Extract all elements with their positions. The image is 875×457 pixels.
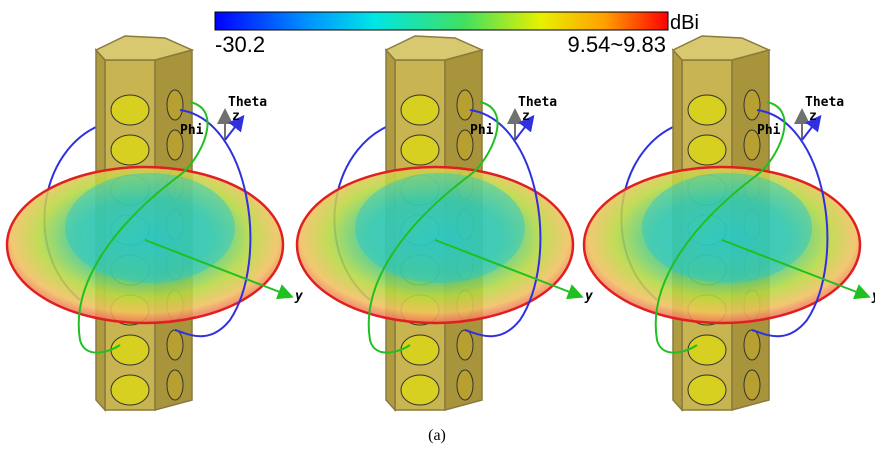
y-axis [144, 239, 294, 300]
phi-label: Phi [470, 123, 494, 138]
element [400, 334, 440, 366]
theta-label: Theta [518, 95, 557, 110]
side-element [166, 369, 184, 401]
y-label: y [871, 289, 875, 304]
colorbar-min: -30.2 [215, 32, 265, 57]
phi-label: Phi [180, 123, 204, 138]
phi-label: Phi [757, 123, 781, 138]
colorbar-unit: dBi [670, 12, 699, 34]
theta-arc [77, 101, 209, 354]
phi-arc [174, 109, 252, 338]
radiation-core [355, 173, 525, 283]
side-element [166, 89, 184, 121]
z-label: z [522, 109, 530, 124]
radiation-core [65, 173, 235, 283]
side-element [456, 369, 474, 401]
theta-arc [367, 101, 499, 354]
column-top [671, 35, 772, 61]
element [687, 94, 727, 126]
phi-arc [464, 109, 542, 338]
x-axis [514, 114, 535, 141]
caption: (a) [428, 427, 446, 444]
column-top [384, 35, 485, 61]
y-label: y [584, 289, 593, 304]
element [110, 94, 150, 126]
side-element [743, 89, 761, 121]
element [687, 134, 727, 166]
side-element [743, 329, 761, 361]
y-axis [721, 239, 871, 300]
element [110, 374, 150, 406]
element [400, 134, 440, 166]
x-axis [224, 114, 245, 141]
y-axis [434, 239, 584, 300]
z-label: z [809, 109, 817, 124]
side-element [456, 89, 474, 121]
side-element [743, 129, 761, 161]
theta-label: Theta [805, 95, 844, 110]
element [400, 94, 440, 126]
element [400, 374, 440, 406]
theta-label: Theta [228, 95, 267, 110]
colorbar-max: 9.54~9.83 [568, 32, 666, 57]
x-axis [801, 114, 822, 141]
column-top [94, 35, 195, 61]
z-label: z [232, 109, 240, 124]
radiation-core [642, 173, 812, 283]
side-element [743, 369, 761, 401]
side-element [166, 129, 184, 161]
side-element [166, 329, 184, 361]
side-element [456, 129, 474, 161]
theta-arc [654, 101, 786, 354]
side-element [456, 329, 474, 361]
element [110, 134, 150, 166]
phi-arc [751, 109, 829, 338]
element [110, 334, 150, 366]
element [687, 374, 727, 406]
element [687, 334, 727, 366]
colorbar [214, 11, 669, 31]
y-label: y [294, 289, 303, 304]
